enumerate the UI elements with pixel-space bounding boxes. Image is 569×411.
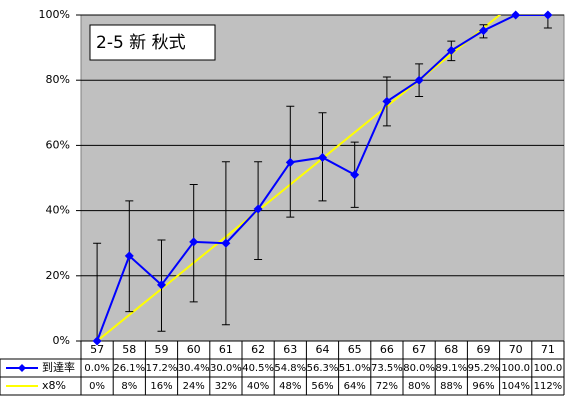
marker [285,157,295,167]
value-label: 56.3% [307,363,339,374]
marker [318,152,327,162]
value-label: 72% [376,381,398,392]
y-tick-label: 80% [46,73,70,86]
value-label: 104% [501,381,530,392]
value-label: 48% [279,381,301,392]
value-label: 100.0 [501,363,530,374]
marker [543,10,553,20]
data-table: 57 58 59 60 61 62 63 64 65 66 67 68 69 70 71 到達率 0.0% 26.… [0,341,565,396]
marker [189,237,199,247]
value-label: 100.0 [534,363,563,374]
value-label: 17.2% [146,363,178,374]
marker [414,75,424,85]
error-bar [93,242,102,341]
y-tick-label: 60% [46,138,70,151]
legend-label: x8% [42,379,66,392]
value-label: 0.0% [84,363,109,374]
marker [511,10,521,20]
x-tick-label: 60 [187,343,201,356]
value-label: 89.1% [435,363,467,374]
value-label: 80% [408,381,430,392]
x-tick-label: 57 [90,343,104,356]
value-label: 40% [247,381,269,392]
x-tick-label: 67 [412,343,426,356]
x-tick-label: 59 [155,343,169,356]
value-label: 51.0% [339,363,371,374]
marker [221,238,231,248]
y-tick-label: 0% [53,334,70,347]
value-label: 40.5% [242,363,274,374]
value-label: 24% [183,381,205,392]
value-label: 80.0% [403,363,435,374]
marker [382,96,392,106]
value-label: 95.2% [468,363,500,374]
y-tick-label: 100% [39,8,70,21]
x-tick-label: 61 [219,343,233,356]
value-label: 8% [121,381,137,392]
x-tick-label: 62 [251,343,265,356]
x-tick-label: 64 [316,343,330,356]
chart-title: 2-5 新 秋式 [96,33,186,53]
x-tick-label: 65 [348,343,362,356]
value-label: 88% [440,381,462,392]
x-tick-label: 70 [509,343,523,356]
x-tick-label: 63 [283,343,297,356]
value-label: 0% [89,381,105,392]
value-label: 96% [472,381,494,392]
marker [350,170,360,180]
value-label: 56% [311,381,333,392]
marker [253,204,263,214]
value-label: 64% [344,381,366,392]
value-label: 73.5% [371,363,403,374]
value-label: 54.8% [274,363,306,374]
value-label: 112% [534,381,563,392]
x-tick-label: 66 [380,343,394,356]
value-label: 26.1% [113,363,145,374]
value-label: 32% [215,381,237,392]
legend-label: 到達率 [42,360,75,374]
marker [124,251,134,261]
x-tick-label: 58 [122,343,136,356]
value-label: 30.0% [210,363,242,374]
title-box [89,24,216,61]
marker [479,26,488,36]
marker [446,46,456,56]
x-tick-label: 68 [444,343,458,356]
legend-marker [18,364,26,372]
x-tick-label: 69 [477,343,491,356]
value-label: 16% [150,381,172,392]
marker [92,336,102,346]
x-tick-label: 71 [541,343,555,356]
y-tick-label: 20% [46,269,70,282]
y-tick-label: 40% [46,204,70,217]
marker [157,280,166,290]
value-label: 30.4% [178,363,210,374]
